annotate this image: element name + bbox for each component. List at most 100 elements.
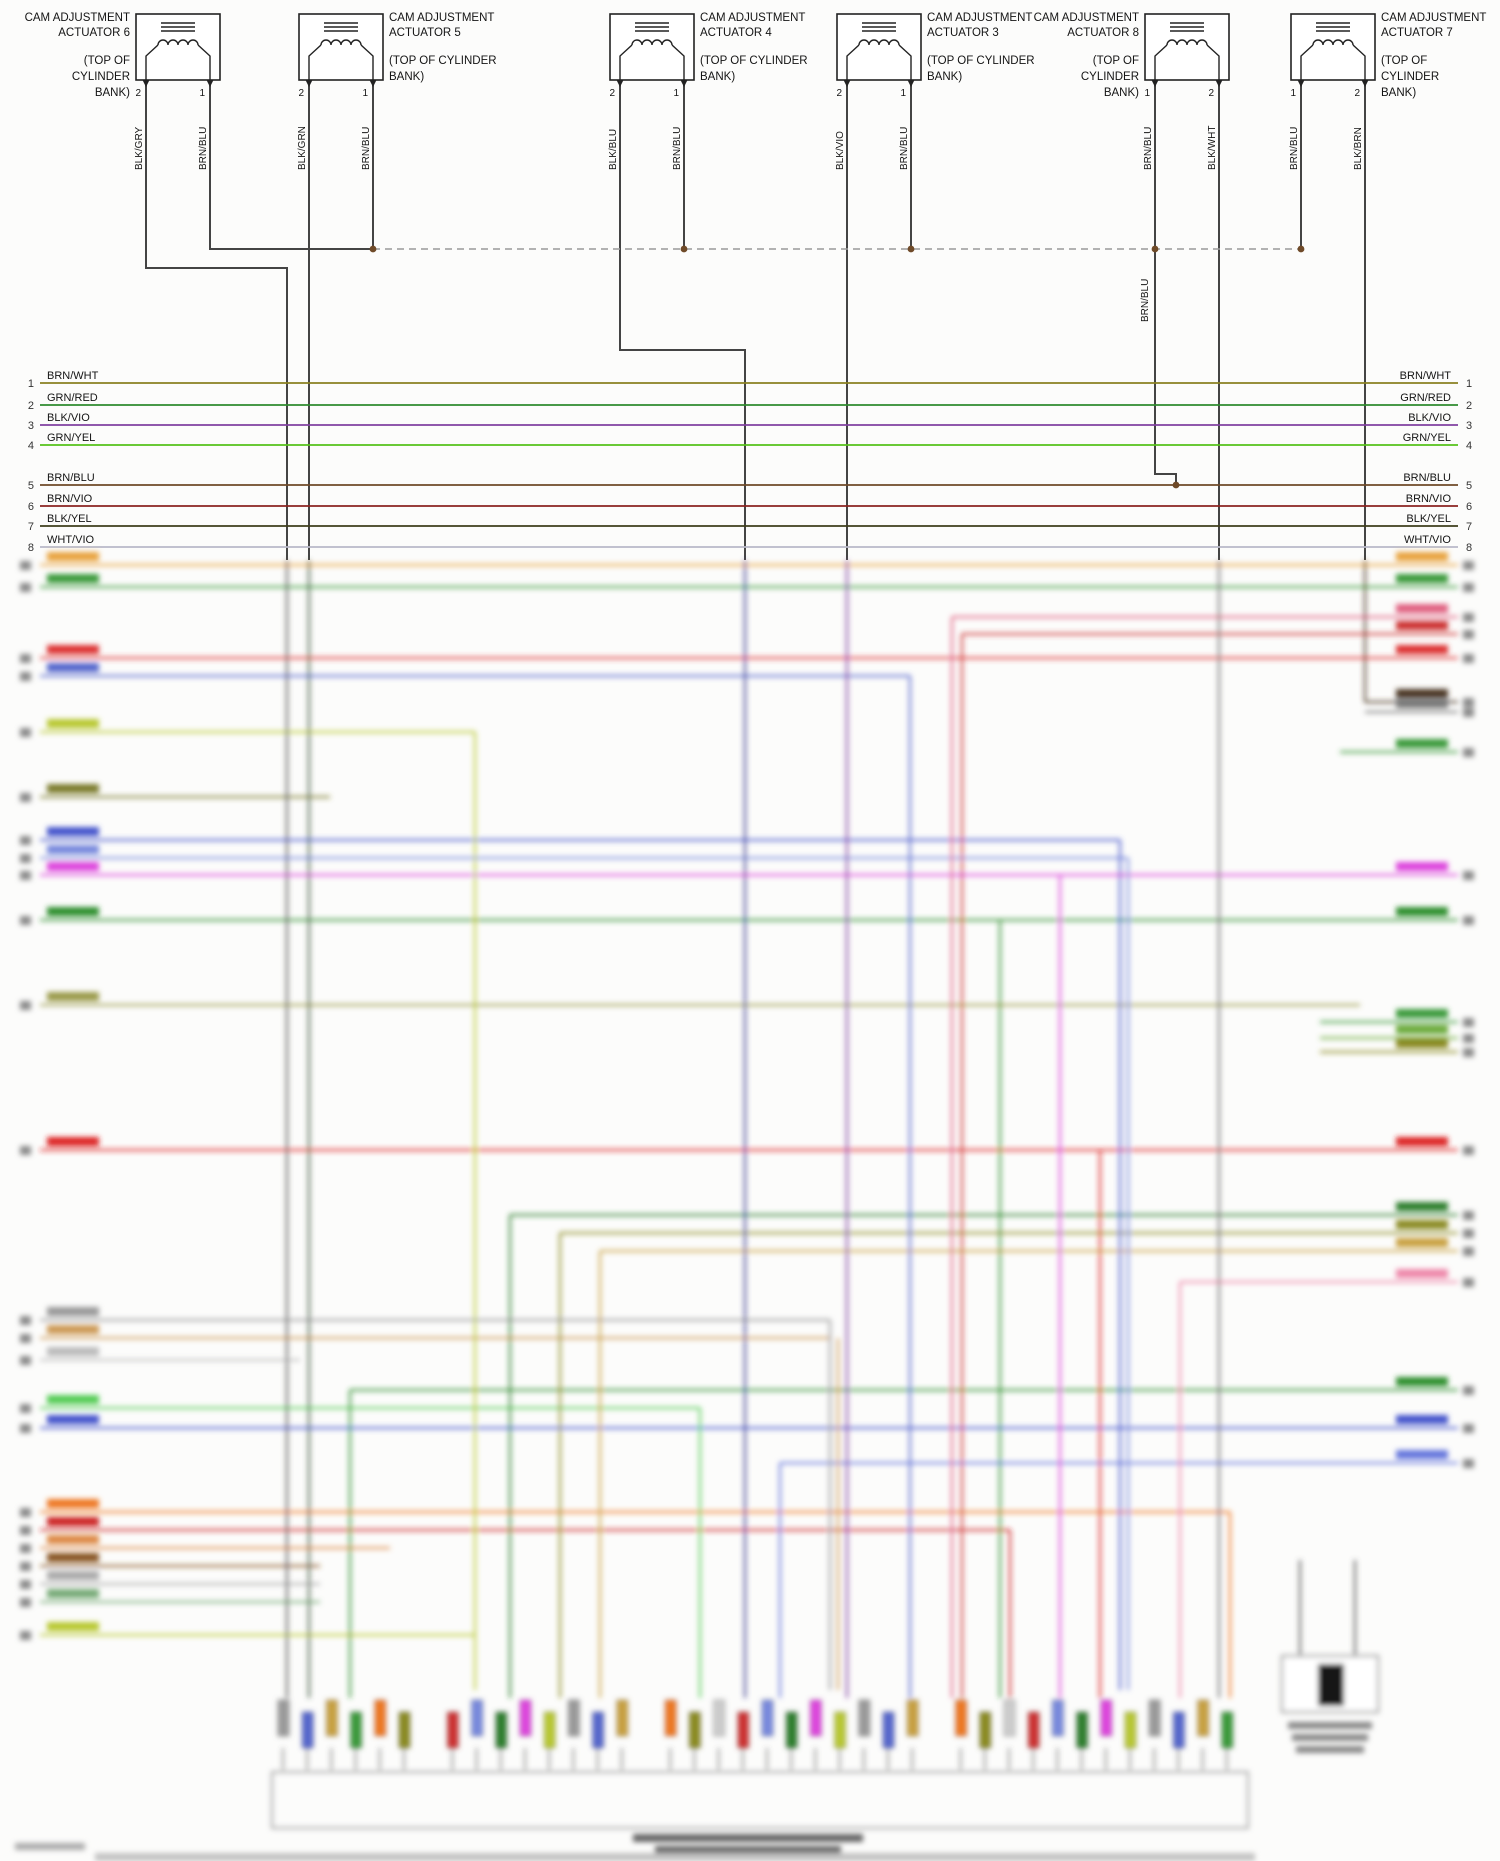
actuator-title: ACTUATOR 7 (1381, 27, 1453, 39)
row-label-left: BRN/BLU (47, 472, 95, 484)
actuator-box (1144, 13, 1230, 81)
actuator-title: CAM ADJUSTMENT (1381, 12, 1486, 24)
blurred-label (47, 719, 99, 728)
actuator-location: (TOP OF (1381, 55, 1427, 67)
blurred-row-number (1463, 708, 1474, 717)
blurred-row-number (1463, 1048, 1474, 1057)
blurred-label (1396, 862, 1448, 871)
blurred-row-number (20, 1316, 31, 1325)
connector-pin (761, 1699, 774, 1737)
blurred-label (47, 552, 99, 561)
blurred-row-number (1463, 630, 1474, 639)
actuator-title: ACTUATOR 8 (1067, 27, 1139, 39)
row-label-left: GRN/RED (47, 392, 98, 404)
row-label-left: BLK/VIO (47, 412, 90, 424)
blurred-label (47, 827, 99, 836)
blurred-row-number (1463, 1278, 1474, 1287)
blurred-row-number (20, 1580, 31, 1589)
blurred-row-number (20, 1508, 31, 1517)
blurred-caption (633, 1834, 863, 1842)
blurred-label (1396, 907, 1448, 916)
actuator-location: (TOP OF (1093, 55, 1139, 67)
row-number-right: 4 (1466, 440, 1472, 452)
connector-pin (858, 1699, 871, 1737)
connector-pin (955, 1699, 967, 1737)
connector-pin (1221, 1711, 1234, 1749)
row-number-left: 2 (28, 400, 34, 412)
connector-pin (543, 1711, 556, 1749)
row-number-left: 5 (28, 480, 34, 492)
blurred-row-number (20, 1334, 31, 1343)
wire-label: BRN/BLU (361, 127, 372, 170)
connector-pin (737, 1711, 750, 1749)
blurred-label (1396, 1238, 1448, 1247)
connector-pin (834, 1711, 846, 1749)
pin-number: 2 (135, 88, 141, 99)
row-label-right: BRN/BLU (1403, 472, 1451, 484)
blurred-row-number (20, 1562, 31, 1571)
pin-number: 2 (1208, 88, 1214, 99)
row-number-right: 7 (1466, 521, 1472, 533)
blurred-row-number (1463, 1146, 1474, 1155)
row-label-left: BRN/VIO (47, 493, 93, 505)
connector-pin (1100, 1699, 1113, 1737)
actuator-box (836, 13, 922, 81)
blurred-label (47, 1553, 99, 1562)
component-core (1318, 1664, 1344, 1706)
blurred-label (1296, 1746, 1364, 1753)
connector-pin (519, 1699, 532, 1737)
actuator-title: ACTUATOR 3 (927, 27, 999, 39)
blurred-label (1396, 1202, 1448, 1211)
wire-label: BLK/VIO (835, 131, 846, 170)
coil-symbol (308, 22, 374, 80)
blurred-label (1396, 552, 1448, 561)
connector-pin (1003, 1699, 1016, 1737)
wire-label: BRN/BLU (899, 127, 910, 170)
blurred-label (1396, 1220, 1448, 1229)
blurred-label (47, 1325, 99, 1334)
wire-label: BRN/BLU (1289, 127, 1300, 170)
wire-label: BRN/BLU (672, 127, 683, 170)
pin-number: 1 (1144, 88, 1150, 99)
blurred-label (47, 1622, 99, 1631)
connector-pin (1124, 1711, 1137, 1749)
blurred-label (1396, 621, 1448, 630)
connector-pin (1052, 1699, 1064, 1737)
actuator-location: CYLINDER (72, 71, 130, 83)
connector-row-2: 2 GRN/RED GRN/RED 2 (28, 392, 1472, 412)
connector-outline (271, 1771, 1249, 1829)
actuator-location: BANK) (95, 87, 130, 99)
connector-row-5: 5 BRN/BLU BRN/BLU 5 (28, 472, 1472, 492)
connector-row-1: 1 BRN/WHT BRN/WHT 1 (28, 370, 1472, 390)
pin-number: 2 (1354, 88, 1360, 99)
connector-pin (277, 1699, 290, 1737)
actuator-location: BANK) (700, 71, 735, 83)
actuator-box (135, 13, 221, 81)
wire-label: BLK/BLU (608, 129, 619, 170)
row-label-left: GRN/YEL (47, 432, 95, 444)
blurred-label (1396, 1450, 1448, 1459)
actuator-location: BANK) (1104, 87, 1139, 99)
actuator-box (609, 13, 695, 81)
pin-number: 1 (900, 88, 906, 99)
actuator-location: BANK) (927, 71, 962, 83)
blurred-row-number (1463, 583, 1474, 592)
blurred-caption (655, 1846, 841, 1854)
connector-pin (471, 1699, 483, 1737)
actuator-title: CAM ADJUSTMENT (700, 12, 805, 24)
blurred-row-number (20, 1356, 31, 1365)
connector-pin (979, 1711, 992, 1749)
blurred-row-number (20, 654, 31, 663)
blurred-row-number (20, 1146, 31, 1155)
wire-brn-blu-drops (372, 80, 1302, 249)
wire-label: BLK/GRY (134, 127, 145, 170)
splice-junction-dots (369, 245, 1305, 489)
blurred-row-number (20, 672, 31, 681)
pin-number: 2 (836, 88, 842, 99)
blurred-row-number (20, 1631, 31, 1640)
row-number-right: 6 (1466, 501, 1472, 513)
connector-row-6: 6 BRN/VIO BRN/VIO 6 (28, 493, 1472, 513)
actuator-block-7: CAM ADJUSTMENT ACTUATOR 7 (TOP OF CYLIND… (1289, 12, 1486, 170)
actuator-block-6: CAM ADJUSTMENT ACTUATOR 6 (TOP OF CYLIND… (25, 12, 221, 170)
